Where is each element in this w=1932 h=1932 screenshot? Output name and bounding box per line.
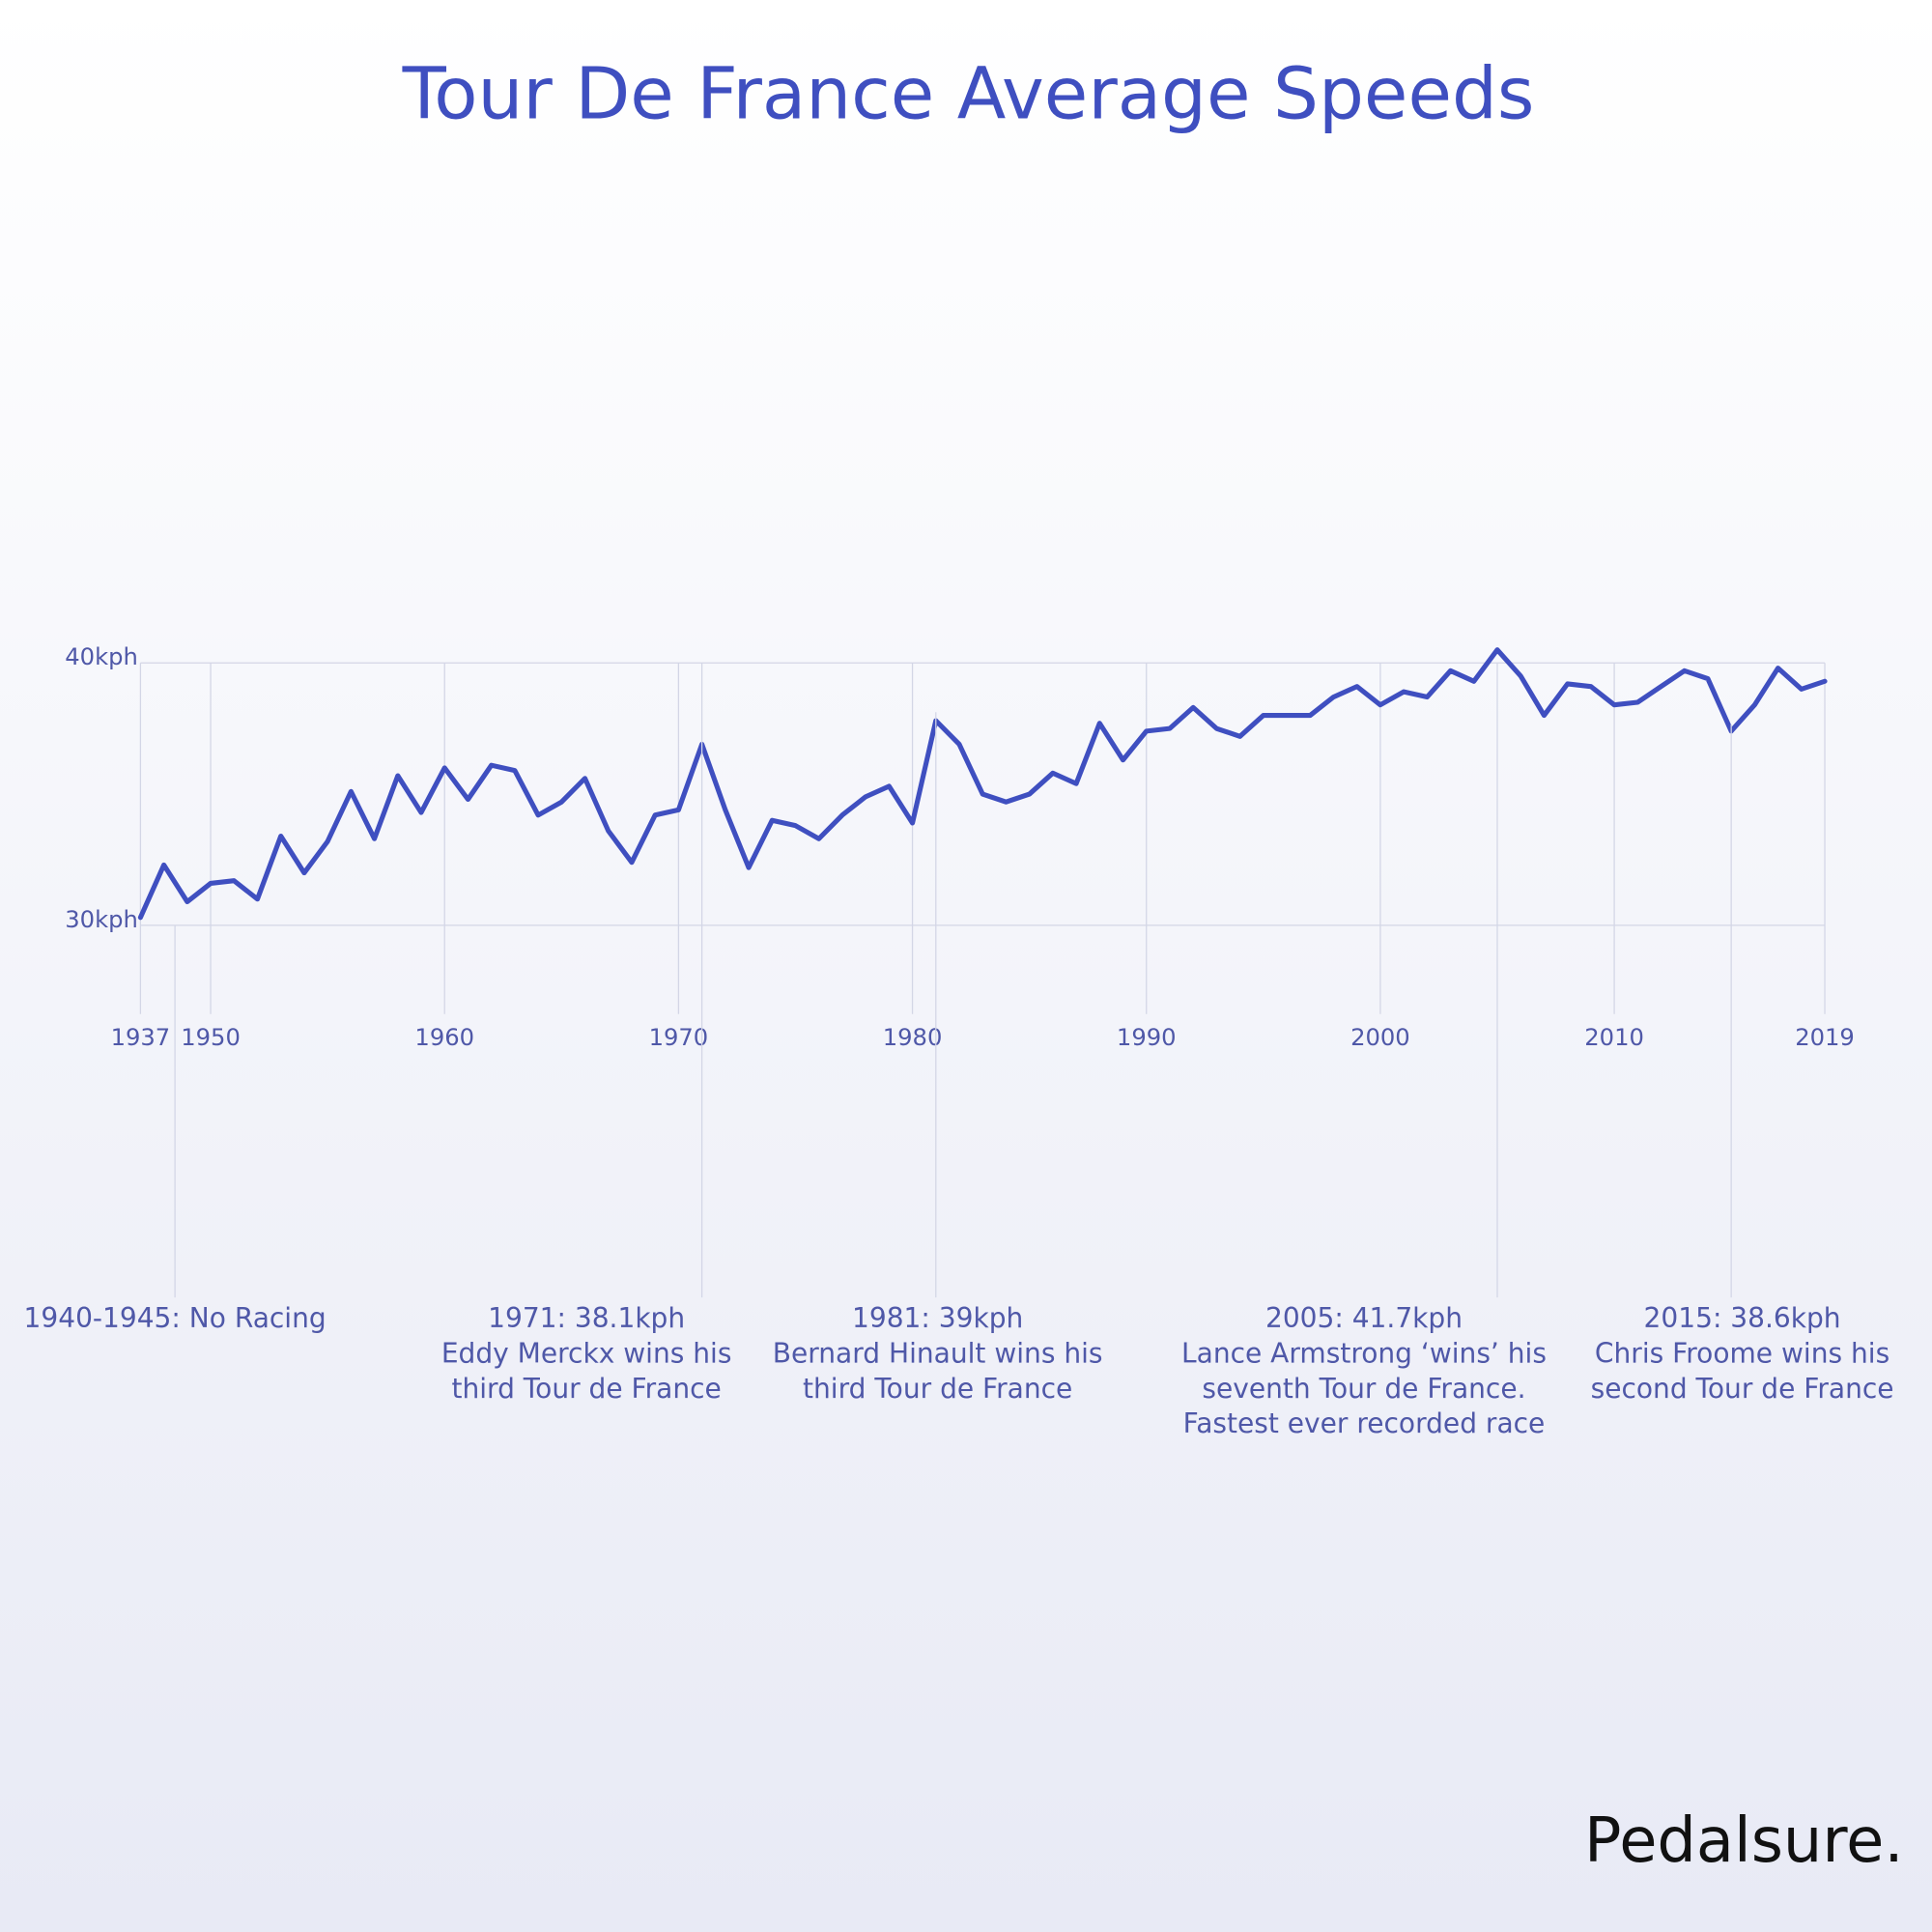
x-tick-label: 1950	[181, 1024, 241, 1051]
annotation-text: 1971: 38.1kph	[488, 1302, 685, 1334]
x-tick-label: 2000	[1350, 1024, 1410, 1051]
speed-line	[137, 647, 1828, 921]
annotation-text: 2015: 38.6kph	[1644, 1302, 1841, 1334]
annotation-text: Chris Froome wins his	[1595, 1337, 1889, 1369]
y-tick-label: 30kph	[65, 906, 138, 933]
annotation-text: seventh Tour de France.	[1202, 1373, 1525, 1405]
x-tick-label: 1970	[649, 1024, 709, 1051]
x-tick-label: 1937	[111, 1024, 171, 1051]
x-tick-label: 1980	[883, 1024, 943, 1051]
annotation-text: second Tour de France	[1591, 1373, 1894, 1405]
y-tick-label: 40kph	[65, 643, 138, 670]
annotation-text: third Tour de France	[803, 1373, 1072, 1405]
x-tick-label: 1990	[1117, 1024, 1177, 1051]
x-tick-label: 2010	[1584, 1024, 1644, 1051]
annotation-text: third Tour de France	[451, 1373, 721, 1405]
annotation-text: 2005: 41.7kph	[1265, 1302, 1463, 1334]
annotation-text: Fastest ever recorded race	[1183, 1407, 1546, 1439]
annotation-text: Lance Armstrong ‘wins’ his	[1181, 1337, 1547, 1369]
x-tick-label: 2019	[1795, 1024, 1855, 1051]
brand-logo: Pedalsure.	[1584, 1805, 1904, 1877]
annotation-text: Eddy Merckx wins his	[441, 1337, 732, 1369]
chart-title: Tour De France Average Speeds	[402, 53, 1535, 136]
annotation-text: 1940-1945: No Racing	[24, 1302, 327, 1334]
annotation-text: 1981: 39kph	[852, 1302, 1023, 1334]
annotation-text: Bernard Hinault wins his	[773, 1337, 1103, 1369]
x-tick-label: 1960	[414, 1024, 474, 1051]
